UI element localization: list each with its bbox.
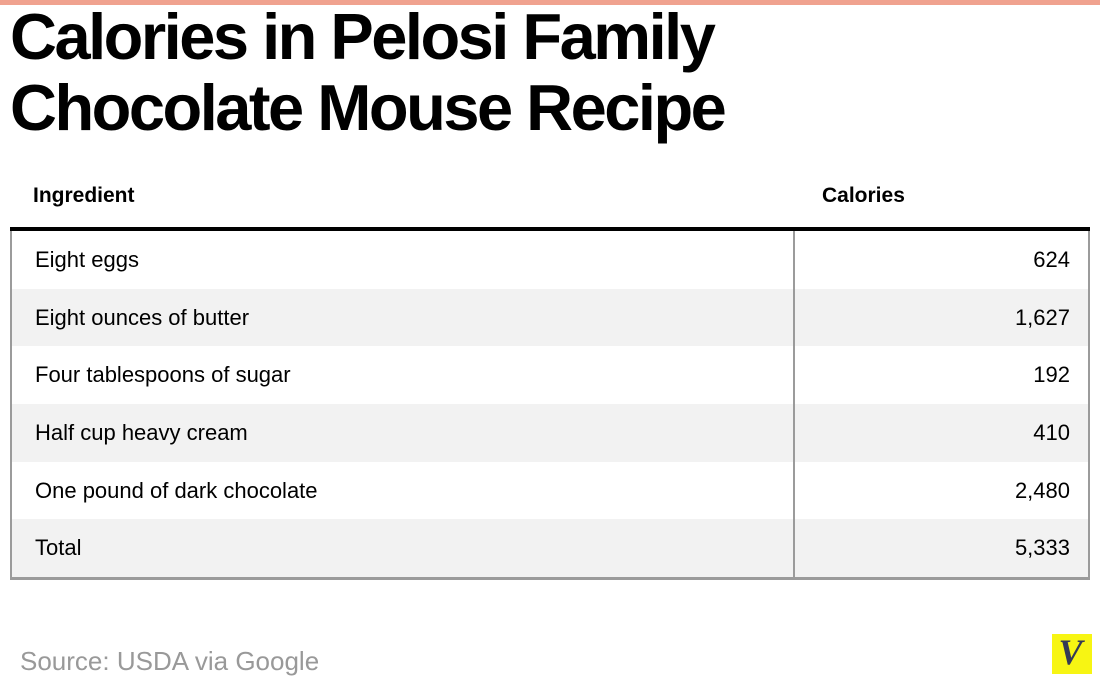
ingredient-cell: Total: [12, 519, 795, 578]
table-header-row: Ingredient Calories: [10, 180, 1090, 227]
page-title: Calories in Pelosi Family Chocolate Mous…: [10, 0, 727, 144]
table-row: Eight eggs 624: [12, 231, 1088, 289]
table-row: Four tablespoons of sugar 192: [12, 346, 1088, 405]
table-body: Eight eggs 624 Eight ounces of butter 1,…: [10, 231, 1090, 581]
table-row: One pound of dark chocolate 2,480: [12, 461, 1088, 520]
table-row: Half cup heavy cream 410: [12, 404, 1088, 462]
page-title-line-2: Chocolate Mouse Recipe: [10, 71, 727, 144]
calories-cell: 1,627: [1014, 304, 1070, 330]
page-title-line-1: Calories in Pelosi Family: [10, 0, 716, 73]
ingredient-cell: Eight ounces of butter: [12, 288, 795, 347]
calories-table: Ingredient Calories Eight eggs 624 Eight…: [10, 180, 1090, 581]
column-header-calories: Calories: [822, 184, 905, 207]
calories-cell: 192: [1033, 362, 1070, 388]
header-rule: [10, 227, 1090, 231]
calories-cell: 410: [1033, 419, 1070, 445]
calories-cell: 5,333: [1014, 535, 1070, 561]
calories-cell: 2,480: [1014, 477, 1070, 503]
vox-logo-letter: V: [1058, 632, 1083, 672]
source-attribution: Source: USDA via Google: [20, 646, 320, 676]
column-header-ingredient: Ingredient: [33, 184, 135, 207]
top-accent-bar: [0, 0, 1100, 5]
ingredient-cell: Four tablespoons of sugar: [12, 346, 795, 405]
table-row: Eight ounces of butter 1,627: [12, 288, 1088, 347]
vox-logo: V: [1052, 634, 1092, 674]
ingredient-cell: One pound of dark chocolate: [12, 461, 795, 520]
table-row-total: Total 5,333: [12, 519, 1088, 578]
calories-cell: 624: [1033, 246, 1070, 272]
ingredient-cell: Eight eggs: [12, 231, 795, 289]
ingredient-cell: Half cup heavy cream: [12, 404, 795, 462]
